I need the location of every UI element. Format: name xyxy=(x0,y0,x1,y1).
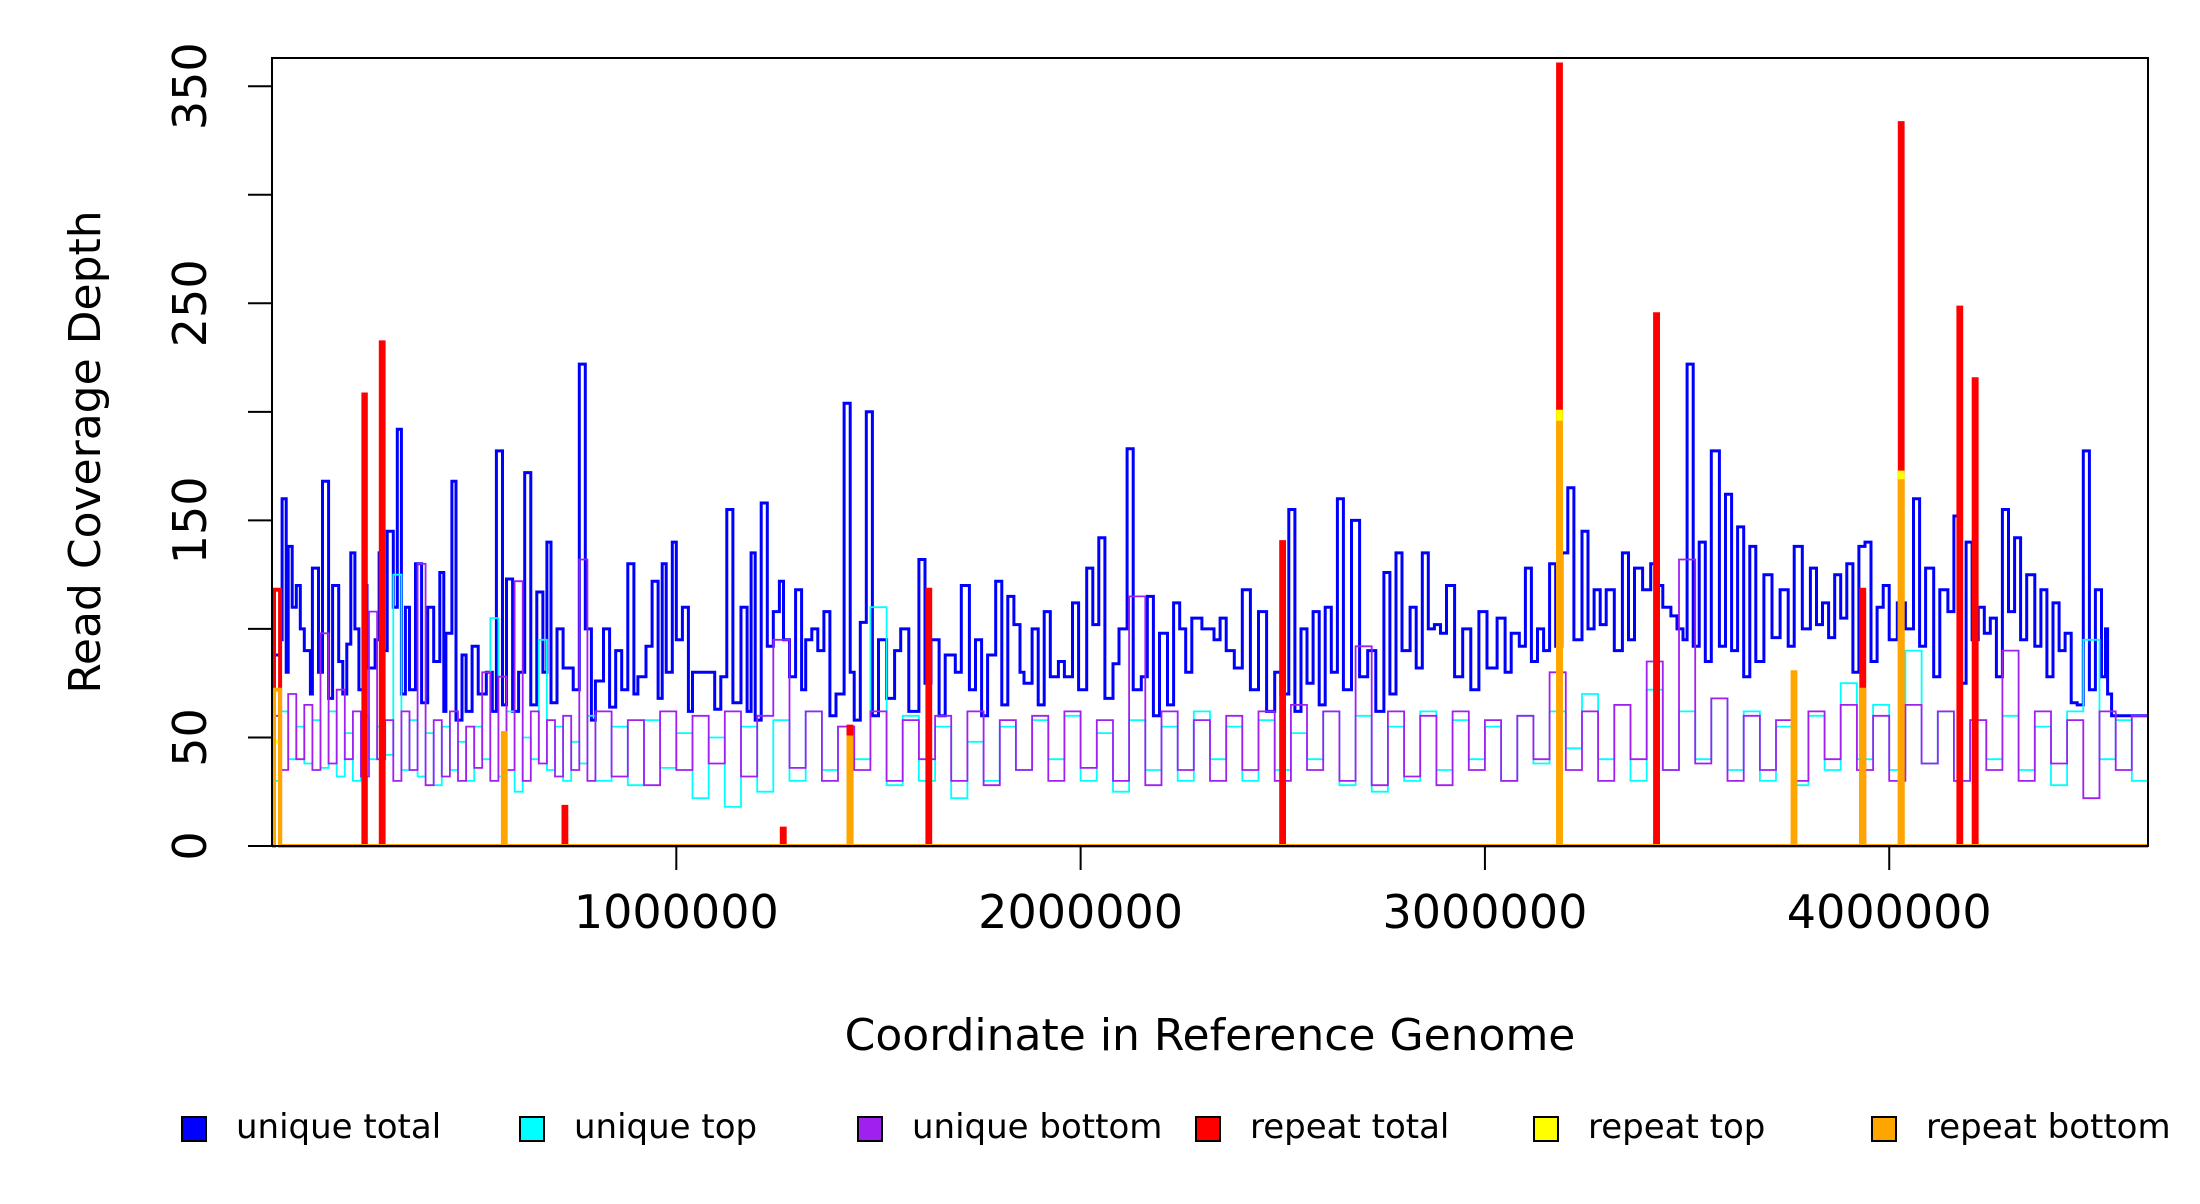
legend-swatch-repeat-total xyxy=(1195,1116,1221,1142)
y-tick-label: 50 xyxy=(163,708,217,767)
y-axis-title: Read Coverage Depth xyxy=(60,210,111,693)
legend-swatch-unique-top xyxy=(519,1116,545,1142)
legend-swatch-unique-total xyxy=(181,1116,207,1142)
axes-layer: 1000000 2000000 3000000 4000000 0 50 150 250 350 xyxy=(163,42,1992,939)
x-tick-label: 3000000 xyxy=(1382,885,1587,939)
series-layer xyxy=(272,62,2149,848)
legend-swatch-repeat-top xyxy=(1533,1116,1559,1142)
legend-swatch-repeat-bottom xyxy=(1871,1116,1897,1142)
plot-frame xyxy=(271,57,2149,847)
y-tick-label: 150 xyxy=(163,476,217,564)
legend-swatch-unique-bottom xyxy=(857,1116,883,1142)
legend-label-unique-bottom: unique bottom xyxy=(912,1107,1162,1147)
legend-label-unique-total: unique total xyxy=(236,1107,441,1147)
x-axis-title: Coordinate in Reference Genome xyxy=(845,1010,1576,1061)
series-line-repeat-bottom xyxy=(272,420,2148,848)
series-line-unique-bottom xyxy=(272,558,2149,800)
y-tick-label: 250 xyxy=(163,259,217,347)
legend-label-unique-top: unique top xyxy=(574,1107,757,1147)
legend-label-repeat-top: repeat top xyxy=(1588,1107,1765,1147)
series-line-unique-total xyxy=(272,362,2148,722)
y-tick-label: 0 xyxy=(163,831,217,860)
x-tick-label: 1000000 xyxy=(574,885,779,939)
series-line-repeat-top xyxy=(272,409,2148,848)
x-tick-label: 2000000 xyxy=(978,885,1183,939)
y-tick-label: 350 xyxy=(163,42,217,130)
legend-label-repeat-total: repeat total xyxy=(1250,1107,1449,1147)
legend: unique total unique top unique bottom repea… xyxy=(181,1107,2171,1147)
legend-label-repeat-bottom: repeat bottom xyxy=(1926,1107,2171,1147)
x-tick-label: 4000000 xyxy=(1787,885,1992,939)
